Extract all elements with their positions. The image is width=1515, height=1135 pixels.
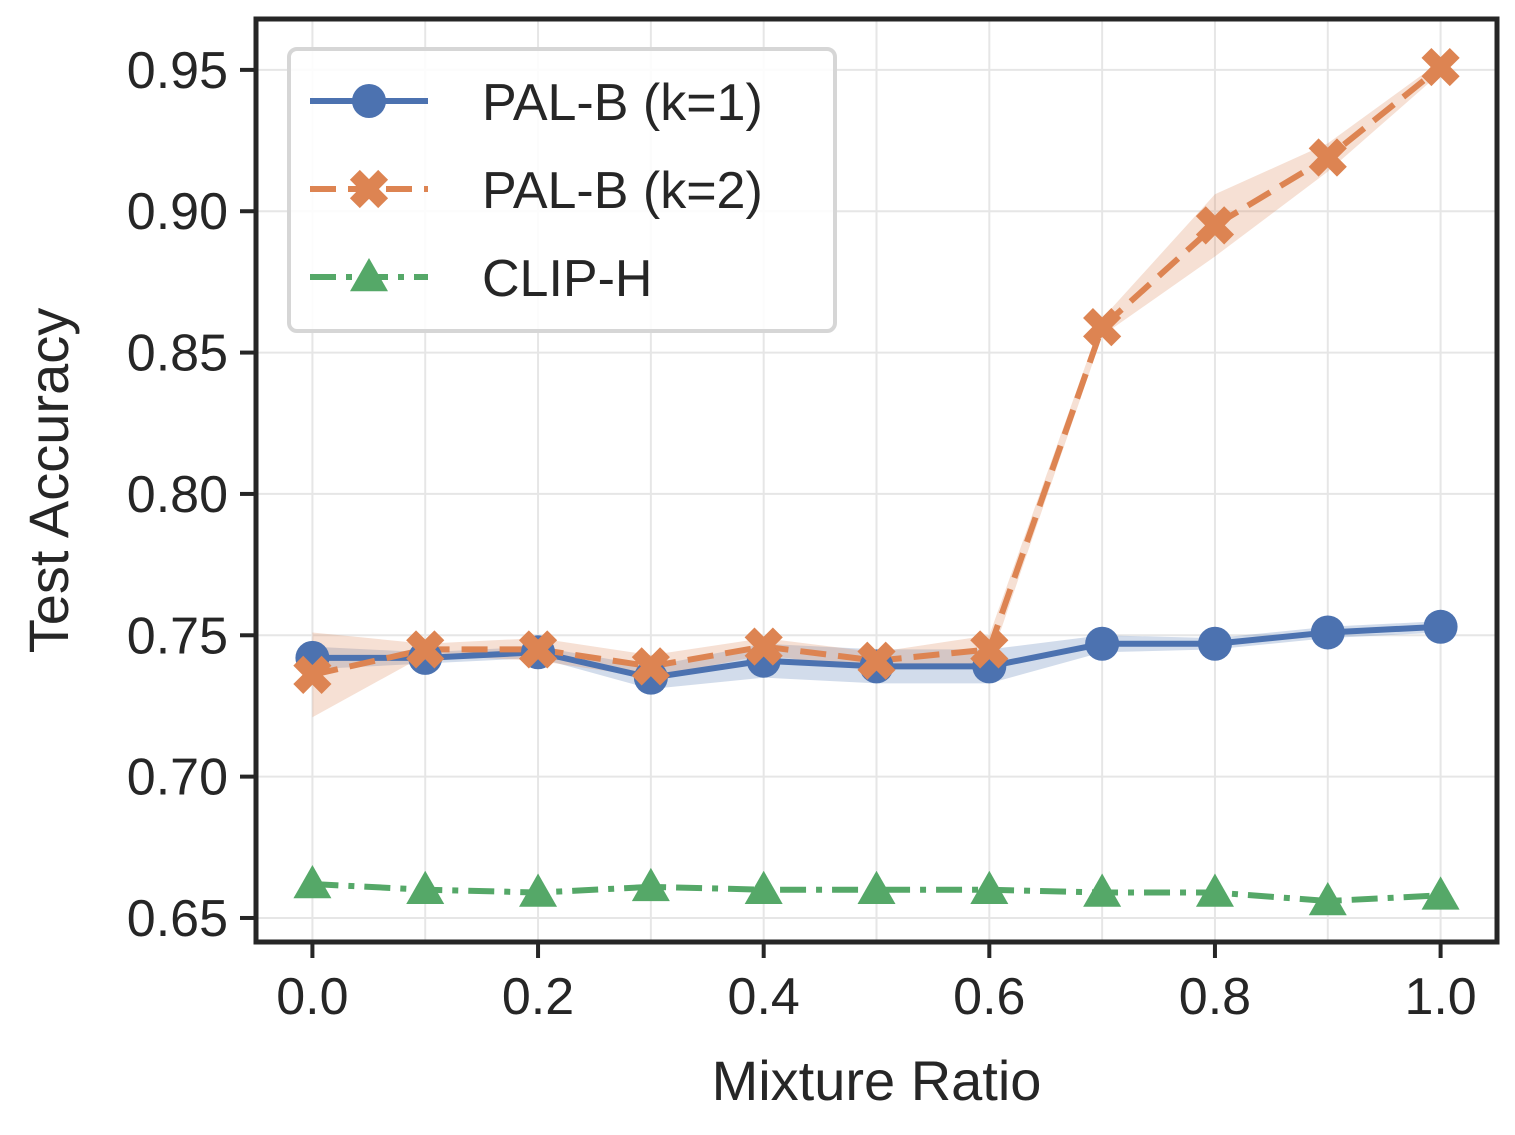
y-tick-label: 0.95 [127,42,228,100]
marker-triangle [406,870,445,904]
marker-circle [352,84,386,118]
marker-circle [1085,626,1120,661]
marker-circle [1310,615,1345,650]
x-tick-label: 0.4 [728,968,800,1026]
x-tick-label: 0.8 [1179,968,1251,1026]
x-axis-title: Mixture Ratio [712,1049,1042,1112]
marker-triangle [970,870,1009,904]
legend-label: CLIP-H [482,250,652,308]
marker-x [744,627,783,666]
marker-x [1421,47,1460,87]
marker-x [406,630,445,669]
marker-triangle [744,870,783,904]
marker-triangle [1308,882,1347,916]
x-tick-label: 0.0 [276,968,348,1026]
marker-triangle [631,867,670,902]
marker-triangle [350,258,388,292]
x-tick-label: 0.2 [502,968,574,1026]
marker-x [349,169,389,209]
series-line [312,881,1441,905]
y-tick-label: 0.65 [127,890,228,948]
marker-circle [1197,626,1232,661]
marker-x [293,655,332,694]
marker-triangle [519,873,558,907]
x-axis-ticks: 0.0 0.2 0.4 0.6 0.8 1.0 [276,942,1477,1026]
legend-label: PAL-B (k=2) [482,162,763,220]
legend-label: PAL-B (k=1) [482,74,763,132]
y-tick-label: 0.80 [127,466,228,524]
y-axis-title: Test Accuracy [17,308,80,653]
y-tick-label: 0.85 [127,325,228,383]
plot-frame [253,16,1500,945]
marker-triangle [1421,876,1460,910]
y-tick-label: 0.70 [127,749,228,807]
marker-triangle [857,870,896,904]
y-tick-label: 0.90 [127,183,228,241]
marker-triangle [293,865,332,899]
marker-triangle [1195,873,1234,907]
x-tick-label: 1.0 [1404,968,1476,1026]
y-tick-label: 0.75 [127,607,228,665]
legend: PAL-B (k=1) PAL-B (k=2) CLIP-H [287,47,837,333]
marker-x [970,630,1009,669]
series-markers [293,47,1460,916]
marker-x [1083,308,1122,347]
y-axis-ticks: 0.65 0.70 0.75 0.80 0.85 0.90 0.95 [127,42,256,948]
x-tick-label: 0.6 [953,968,1025,1026]
legend-frame [287,47,837,333]
marker-x [857,641,896,680]
marker-x [631,647,670,686]
marker-x [1195,206,1235,245]
marker-triangle [1083,873,1122,907]
marker-x [1308,138,1347,177]
marker-x [518,630,558,669]
marker-circle [1423,609,1458,644]
